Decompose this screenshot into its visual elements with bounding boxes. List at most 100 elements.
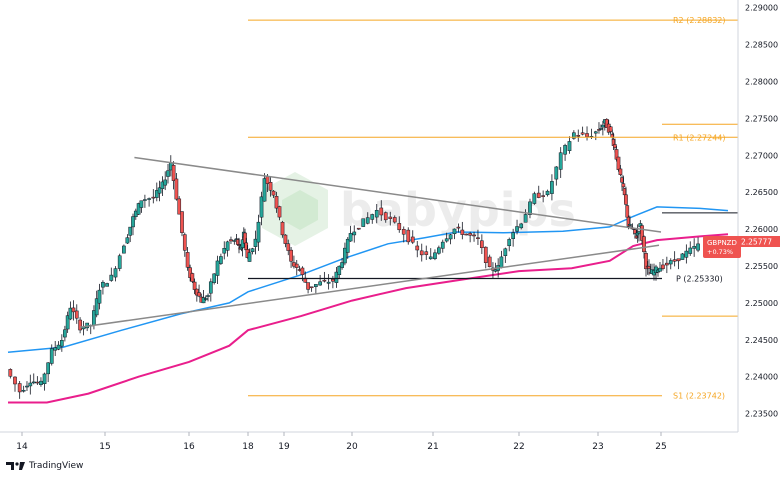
candle-down[interactable]	[174, 178, 179, 200]
candle-up[interactable]	[444, 238, 449, 242]
candle-down[interactable]	[289, 249, 293, 262]
candle-down[interactable]	[676, 258, 681, 262]
candle-up[interactable]	[206, 295, 210, 297]
candle-up[interactable]	[503, 248, 508, 256]
candle-down[interactable]	[151, 196, 156, 199]
candle-down[interactable]	[8, 369, 13, 377]
candle-down[interactable]	[392, 217, 397, 223]
candle-up[interactable]	[440, 241, 445, 249]
candle-up[interactable]	[692, 246, 696, 249]
x-axis[interactable]: 14 15 16 18 19 20 21 22 23 25	[16, 432, 667, 452]
candle-up[interactable]	[680, 253, 685, 260]
candle-up[interactable]	[572, 132, 576, 139]
candle-down[interactable]	[401, 228, 406, 235]
candle-up[interactable]	[314, 284, 318, 287]
candle-up[interactable]	[515, 226, 519, 232]
candle-up[interactable]	[348, 233, 353, 242]
candle-up[interactable]	[212, 273, 217, 283]
candle-up[interactable]	[507, 239, 512, 247]
candle-down[interactable]	[13, 376, 17, 385]
candle-down[interactable]	[419, 250, 424, 256]
candle-down[interactable]	[614, 149, 619, 160]
candle-down[interactable]	[35, 381, 40, 384]
candle-up[interactable]	[101, 281, 105, 288]
candle-up[interactable]	[117, 255, 122, 269]
candle-down[interactable]	[456, 226, 461, 229]
candle-up[interactable]	[601, 124, 605, 128]
candle-up[interactable]	[157, 187, 162, 194]
candle-down[interactable]	[541, 195, 545, 197]
candle-down[interactable]	[286, 243, 291, 251]
candle-up[interactable]	[259, 196, 264, 218]
candle-up[interactable]	[545, 190, 550, 196]
candle-down[interactable]	[397, 223, 402, 231]
candle-down[interactable]	[356, 227, 361, 230]
candle-up[interactable]	[208, 281, 213, 294]
candle-up[interactable]	[31, 381, 36, 384]
candle-up[interactable]	[684, 250, 689, 258]
candle-up[interactable]	[558, 152, 563, 170]
candle-up[interactable]	[326, 281, 331, 284]
candle-down[interactable]	[190, 273, 195, 282]
candle-up[interactable]	[49, 348, 54, 364]
candle-up[interactable]	[68, 307, 73, 320]
candle-up[interactable]	[65, 315, 70, 330]
candle-down[interactable]	[17, 383, 22, 393]
candle-down[interactable]	[277, 206, 282, 218]
moving-average-blue[interactable]	[7, 206, 729, 354]
candle-up[interactable]	[511, 232, 515, 239]
candle-up[interactable]	[628, 223, 632, 226]
candle-up[interactable]	[253, 238, 258, 247]
candle-down[interactable]	[182, 234, 187, 251]
candle-down[interactable]	[194, 288, 199, 296]
candle-up[interactable]	[532, 193, 537, 204]
candle-up[interactable]	[318, 281, 322, 286]
candle-down[interactable]	[487, 256, 492, 268]
candle-up[interactable]	[599, 128, 603, 130]
candle-up[interactable]	[94, 298, 99, 316]
candle-down[interactable]	[197, 292, 201, 297]
candle-up[interactable]	[337, 265, 342, 276]
candle-up[interactable]	[105, 283, 109, 287]
candle-down[interactable]	[274, 196, 279, 209]
candle-up[interactable]	[139, 200, 144, 208]
candle-up[interactable]	[128, 226, 133, 236]
candle-up[interactable]	[365, 217, 370, 224]
candle-up[interactable]	[232, 240, 237, 242]
candle-down[interactable]	[576, 135, 581, 137]
candle-down[interactable]	[480, 240, 484, 249]
candle-up[interactable]	[499, 256, 504, 268]
candle-up[interactable]	[147, 198, 151, 200]
candle-up[interactable]	[554, 166, 559, 180]
candle-down[interactable]	[280, 221, 285, 236]
candle-down[interactable]	[472, 234, 476, 237]
candle-down[interactable]	[585, 133, 589, 138]
candle-down[interactable]	[624, 194, 628, 205]
candle-down[interactable]	[406, 229, 411, 243]
candle-down[interactable]	[171, 165, 176, 181]
candle-down[interactable]	[188, 267, 192, 278]
candle-up[interactable]	[136, 203, 141, 215]
candle-up[interactable]	[28, 382, 33, 387]
candle-up[interactable]	[523, 214, 528, 223]
candle-up[interactable]	[658, 267, 662, 272]
candle-up[interactable]	[25, 385, 29, 388]
candle-up[interactable]	[550, 181, 554, 194]
candle-down[interactable]	[388, 216, 393, 219]
candle-down[interactable]	[483, 246, 488, 263]
candle-up[interactable]	[59, 340, 64, 347]
candle-up[interactable]	[688, 247, 693, 254]
candle-up[interactable]	[528, 201, 532, 215]
candle-up[interactable]	[56, 344, 61, 350]
y-axis[interactable]: 2.29000 2.28500 2.28000 2.27500 2.27000 2.265…	[745, 4, 778, 419]
candle-down[interactable]	[78, 319, 82, 331]
candle-up[interactable]	[113, 268, 118, 278]
candle-up[interactable]	[154, 190, 159, 198]
candle-up[interactable]	[131, 216, 135, 228]
candle-up[interactable]	[370, 214, 375, 220]
tradingview-logo[interactable]: TradingView	[6, 459, 83, 473]
candle-down[interactable]	[192, 281, 197, 290]
candle-up[interactable]	[215, 260, 220, 276]
candle-up[interactable]	[53, 347, 58, 351]
